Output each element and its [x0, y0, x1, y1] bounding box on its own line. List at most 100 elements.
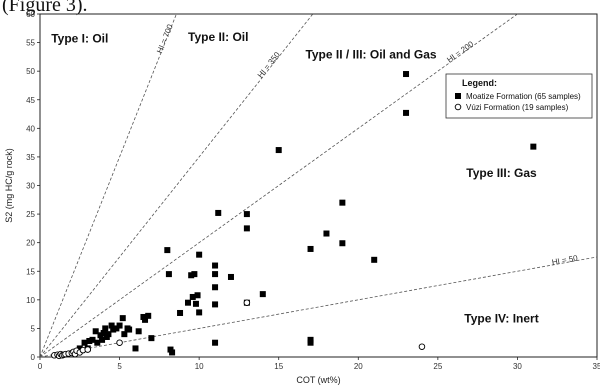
x-tick-label: 0	[38, 362, 43, 371]
hi-line	[39, 13, 177, 358]
hi-line	[39, 13, 314, 358]
data-point-moatize	[339, 240, 346, 247]
region-label: Type III: Gas	[466, 166, 537, 180]
x-tick-label: 10	[195, 362, 204, 371]
data-point-moatize	[148, 335, 155, 342]
y-tick-label: 55	[26, 39, 35, 48]
y-tick-label: 20	[26, 239, 35, 248]
data-point-moatize	[191, 271, 198, 278]
data-point-moatize	[100, 329, 107, 336]
data-point-moatize	[110, 326, 117, 333]
data-point-moatize	[94, 339, 101, 346]
data-point-moatize	[212, 301, 219, 308]
data-point-moatize	[145, 312, 152, 319]
data-point-moatize	[371, 256, 378, 263]
data-point-moatize	[126, 326, 133, 333]
data-point-moatize	[105, 331, 112, 338]
y-tick-label: 60	[26, 10, 35, 19]
y-tick-label: 5	[31, 324, 36, 333]
data-point-moatize	[192, 300, 199, 307]
data-point-moatize	[307, 339, 314, 346]
data-point-moatize	[212, 271, 219, 278]
data-point-moatize	[81, 339, 88, 346]
x-tick-label: 35	[593, 362, 600, 371]
legend-entry: Moatize Formation (65 samples)	[466, 92, 581, 101]
data-point-moatize	[142, 316, 149, 323]
y-tick-label: 10	[26, 296, 35, 305]
hi-line	[39, 13, 518, 358]
x-tick-label: 25	[433, 362, 442, 371]
legend-marker-moatize	[455, 93, 461, 99]
data-point-moatize	[86, 337, 93, 344]
legend-marker-vuzi	[454, 103, 462, 111]
data-point-moatize	[108, 322, 115, 329]
data-point-moatize	[403, 71, 410, 78]
x-tick-label: 30	[513, 362, 522, 371]
hi-line	[39, 256, 598, 358]
data-point-moatize	[227, 273, 234, 280]
data-point-moatize	[196, 309, 203, 316]
y-tick-label: 35	[26, 153, 35, 162]
data-point-vuzi	[418, 343, 426, 350]
data-point-moatize	[121, 331, 128, 338]
data-point-moatize	[530, 143, 537, 150]
data-point-moatize	[177, 309, 184, 316]
data-point-moatize	[212, 262, 219, 269]
data-point-moatize	[102, 325, 109, 332]
data-point-vuzi	[84, 346, 91, 353]
data-point-moatize	[323, 230, 330, 237]
hi-label: HI = 50	[551, 253, 579, 267]
y-tick-label: 0	[31, 353, 36, 362]
data-point-moatize	[189, 293, 196, 300]
data-point-moatize	[132, 345, 139, 352]
data-point-moatize	[164, 247, 171, 254]
x-axis-label: COT (wt%)	[296, 375, 340, 385]
data-point-vuzi	[116, 339, 123, 346]
data-point-moatize	[119, 315, 126, 322]
y-tick-label: 25	[26, 210, 35, 219]
data-point-moatize	[307, 245, 314, 252]
data-point-moatize	[194, 292, 201, 299]
data-point-moatize	[99, 336, 106, 343]
data-point-moatize	[113, 325, 120, 332]
hi-label: HI = 700	[155, 22, 175, 54]
hi-label: HI = 350	[256, 50, 282, 80]
data-point-moatize	[243, 211, 250, 218]
region-label: Type IV: Inert	[464, 312, 538, 326]
x-tick-label: 5	[117, 362, 122, 371]
y-tick-label: 15	[26, 267, 35, 276]
data-point-moatize	[212, 339, 219, 346]
data-point-moatize	[185, 299, 192, 306]
x-tick-label: 20	[354, 362, 363, 371]
data-point-moatize	[403, 109, 410, 116]
data-point-moatize	[215, 209, 222, 216]
region-label: Type II: Oil	[188, 30, 248, 44]
data-point-moatize	[188, 272, 195, 279]
legend-title: Legend:	[462, 78, 497, 88]
region-label: Type I: Oil	[51, 32, 108, 46]
region-label: Type II / III: Oil and Gas	[305, 48, 436, 62]
data-point-moatize	[135, 328, 142, 335]
data-point-moatize	[259, 291, 266, 298]
data-point-moatize	[196, 251, 203, 258]
data-point-moatize	[243, 225, 250, 232]
data-point-moatize	[165, 271, 172, 278]
data-point-moatize	[275, 147, 282, 154]
data-point-moatize	[89, 336, 96, 343]
y-tick-label: 30	[26, 182, 35, 191]
data-point-moatize	[76, 345, 83, 352]
y-tick-label: 45	[26, 96, 35, 105]
y-axis-label: S2 (mg HC/g rock)	[4, 148, 14, 223]
data-point-moatize	[339, 199, 346, 206]
data-point-moatize	[92, 328, 99, 335]
data-point-moatize	[169, 349, 176, 356]
legend-box	[445, 73, 593, 119]
data-point-vuzi	[243, 299, 251, 306]
hi-label: HI = 200	[445, 39, 475, 64]
y-tick-label: 40	[26, 124, 35, 133]
x-tick-label: 15	[274, 362, 283, 371]
data-point-moatize	[116, 322, 123, 329]
data-point-moatize	[97, 332, 104, 339]
header-text: (Figure 3).	[2, 0, 88, 16]
